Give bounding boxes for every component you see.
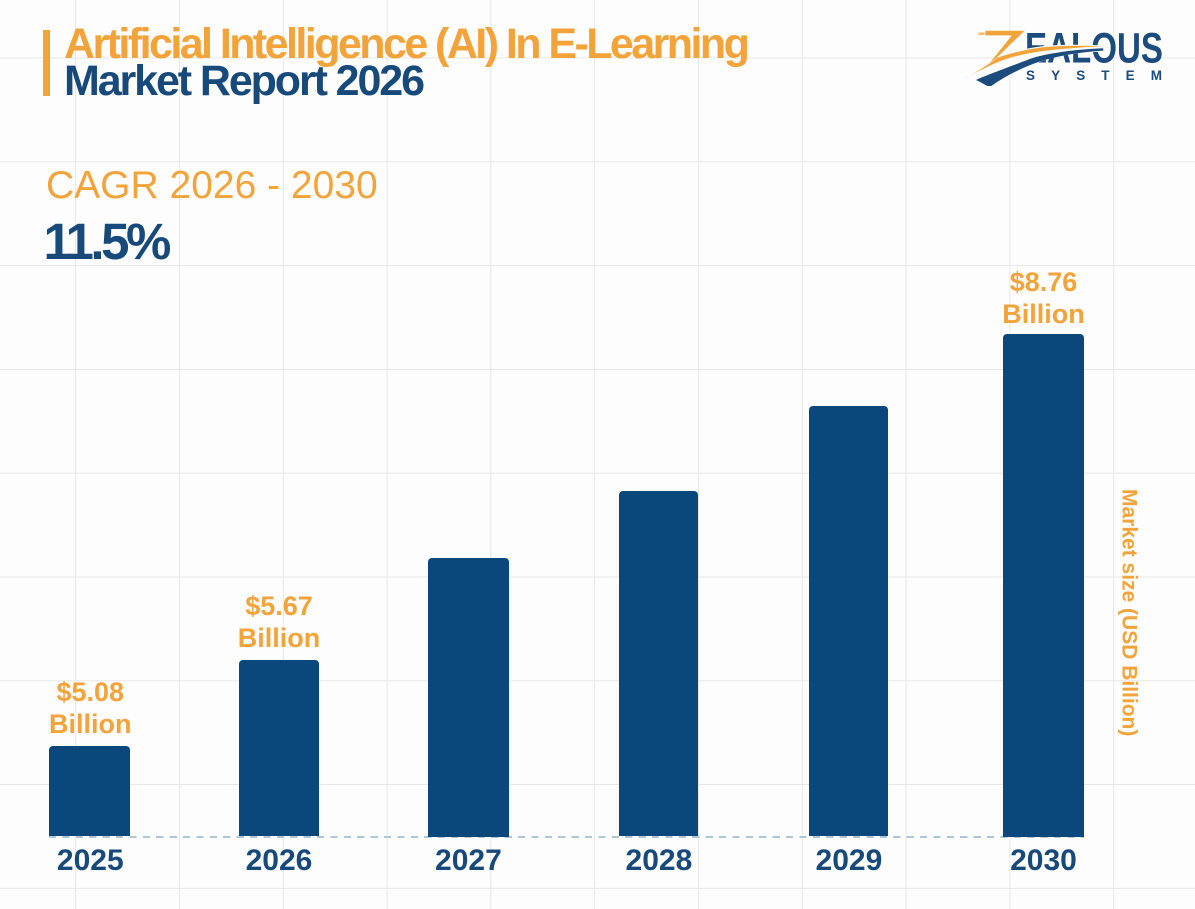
svg-text:WE ARE: WE ARE	[978, 31, 986, 36]
